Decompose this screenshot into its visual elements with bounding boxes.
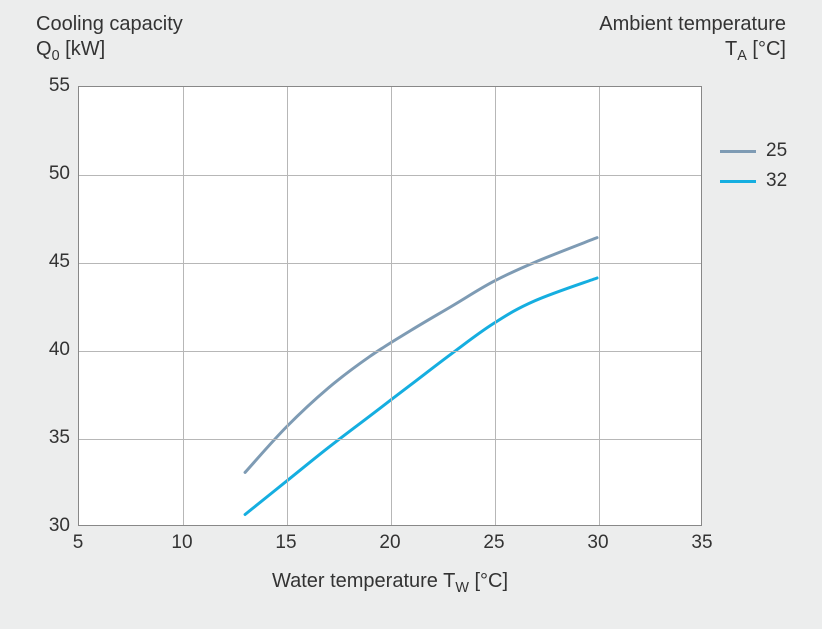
grid-line-v (495, 87, 496, 525)
y-axis-title: Cooling capacity Q0 [kW] (36, 12, 183, 65)
x-tick-label: 15 (275, 532, 296, 554)
series-line (245, 238, 597, 473)
plot-area (78, 86, 702, 526)
y-tick-label: 55 (26, 75, 70, 97)
legend-item: 25 (720, 140, 787, 162)
x-tick-label: 30 (587, 532, 608, 554)
line-svg (79, 87, 701, 525)
grid-line-v (391, 87, 392, 525)
grid-line-v (287, 87, 288, 525)
legend-title-line1: Ambient temperature (599, 12, 786, 37)
y-tick-label: 50 (26, 163, 70, 185)
grid-line-v (183, 87, 184, 525)
grid-line-h (79, 263, 701, 264)
legend-label: 32 (766, 170, 787, 192)
y-axis-title-line2: Q0 [kW] (36, 37, 183, 65)
x-tick-label: 20 (379, 532, 400, 554)
legend-title: Ambient temperature TA [°C] (599, 12, 786, 65)
series-line (245, 278, 597, 515)
y-tick-label: 30 (26, 515, 70, 537)
legend-item: 32 (720, 170, 787, 192)
grid-line-h (79, 175, 701, 176)
y-tick-label: 45 (26, 251, 70, 273)
legend-label: 25 (766, 140, 787, 162)
grid-line-v (599, 87, 600, 525)
x-tick-label: 10 (171, 532, 192, 554)
legend-swatch (720, 180, 756, 183)
x-tick-label: 5 (73, 532, 84, 554)
x-tick-label: 35 (691, 532, 712, 554)
legend: 2532 (720, 140, 787, 200)
y-tick-label: 35 (26, 427, 70, 449)
grid-line-h (79, 351, 701, 352)
grid-line-h (79, 439, 701, 440)
y-tick-label: 40 (26, 339, 70, 361)
y-axis-title-line1: Cooling capacity (36, 12, 183, 37)
x-tick-label: 25 (483, 532, 504, 554)
x-axis-title: Water temperature TW [°C] (78, 570, 702, 596)
chart-container: Cooling capacity Q0 [kW] Ambient tempera… (0, 0, 822, 629)
legend-title-line2: TA [°C] (599, 37, 786, 65)
legend-swatch (720, 150, 756, 153)
